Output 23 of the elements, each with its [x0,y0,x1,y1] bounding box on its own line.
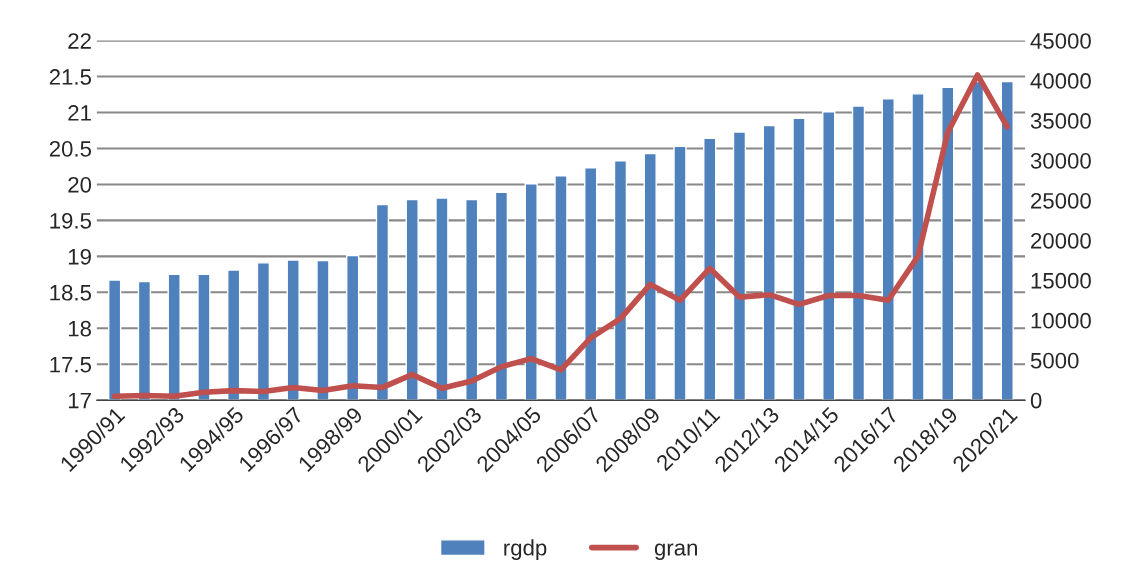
y2-tick-label: 30000 [1030,153,1091,169]
legend-label: rgdp [504,539,547,560]
y-tick-label: 18 [68,320,91,337]
y-tick-label: 21 [68,105,91,121]
y-tick-label: 19 [68,248,91,265]
y-tick-label: 21.5 [49,69,92,85]
y2-tick-label: 20000 [1031,232,1091,249]
y2-tick-label: 45000 [1030,33,1091,49]
y-tick-label: 17.5 [50,357,92,373]
y-tick-label: 19.5 [50,212,92,229]
y-tick-label: 20.5 [49,141,92,157]
y2-tick-label: 5000 [1030,352,1079,369]
y2-tick-label: 0 [1030,392,1042,409]
y-tick-label: 17 [68,392,91,409]
legend-label: gran [654,543,697,560]
y-tick-label: 18.5 [50,284,92,301]
y2-tick-label: 35000 [1030,113,1091,129]
y2-tick-label: 25000 [1031,192,1091,209]
y-tick-label: 20 [68,176,92,193]
y2-tick-label: 40000 [1030,73,1091,89]
y2-tick-label: 15000 [1031,272,1091,289]
y2-tick-label: 10000 [1031,312,1091,329]
y-tick-label: 22 [68,33,91,49]
